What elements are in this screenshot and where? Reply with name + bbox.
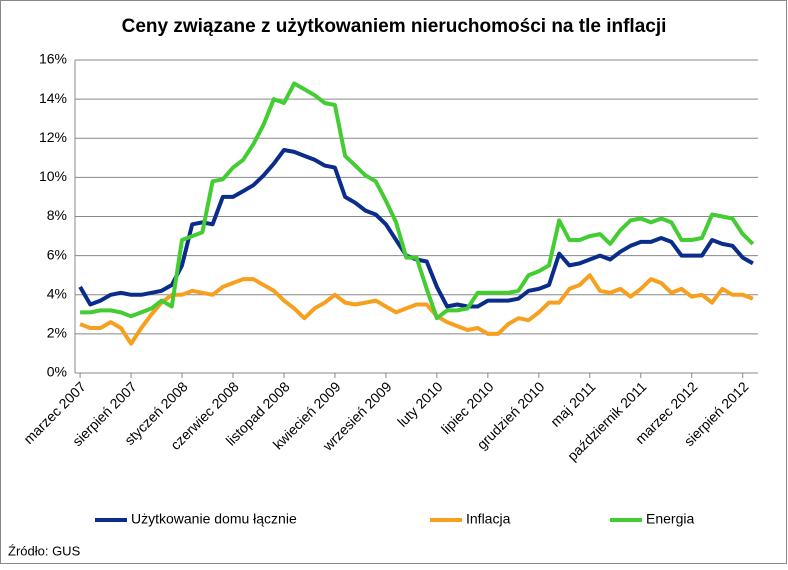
y-tick-label: 8% <box>47 207 67 223</box>
y-tick-label: 2% <box>47 325 67 341</box>
y-tick-label: 10% <box>39 168 67 184</box>
y-tick-label: 0% <box>47 364 67 380</box>
y-tick-label: 12% <box>39 129 67 145</box>
source: Źródło: GUS <box>8 543 81 558</box>
y-tick-label: 16% <box>39 51 67 67</box>
legend-label: Użytkowanie domu łącznie <box>131 511 297 527</box>
chart-title: Ceny związane z użytkowaniem nieruchomoś… <box>122 16 667 37</box>
legend-label: Energia <box>646 511 694 527</box>
y-tick-label: 4% <box>47 285 67 301</box>
y-tick-label: 6% <box>47 246 67 262</box>
series-line <box>80 81 755 321</box>
legend-label: Inflacja <box>466 511 511 527</box>
y-tick-label: 14% <box>39 90 67 106</box>
series-line <box>79 273 754 346</box>
